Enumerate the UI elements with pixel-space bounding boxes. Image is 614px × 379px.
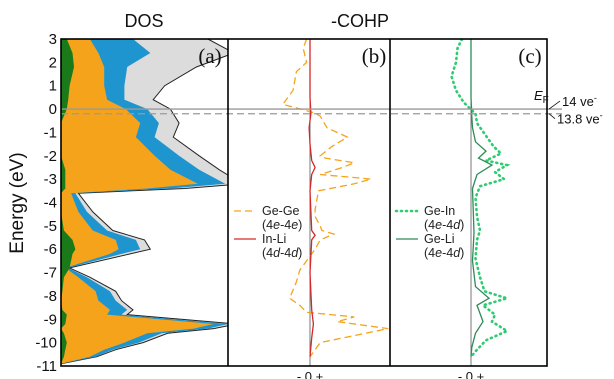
legend-orbitals: (4e-4d): [424, 218, 464, 232]
cohp-line: [450, 39, 512, 358]
cohp-line: [308, 39, 316, 357]
legend-orbitals: (4e-4e): [262, 218, 302, 232]
y-tick-label: -5: [44, 218, 57, 235]
panel-c-cohp: [450, 39, 512, 366]
fermi-level-label: EF: [534, 88, 549, 106]
electron-count-label: 13.8 ve-: [557, 111, 603, 127]
y-tick-label: 1: [49, 78, 57, 95]
y-tick-label: -11: [36, 358, 57, 375]
legend-name: In-Li: [262, 232, 286, 246]
y-tick-label: -8: [44, 288, 57, 305]
cohp-header: -COHP: [331, 11, 389, 31]
electron-count-label: 14 ve-: [562, 93, 597, 109]
fermi-sub: F: [543, 95, 549, 106]
y-tick-label: -9: [44, 311, 57, 328]
y-tick-label: -6: [44, 241, 57, 258]
legend-panel-c: Ge-In(4e-4d)Ge-Li(4e-4d): [394, 204, 464, 260]
y-tick-label: 3: [49, 31, 57, 48]
x-tick-text-b: - 0 +: [297, 369, 323, 379]
cohp-line: [470, 39, 494, 357]
x-tick-text-c: - 0 +: [458, 369, 484, 379]
y-axis-label: Energy (eV): [7, 152, 28, 253]
y-tick-labels: 3 2 1 0 -1 -2 -3 -4 -5 -6 -7 -8 -9 -10 -11: [35, 31, 65, 375]
panel-label-a: (a): [198, 44, 221, 68]
legend-orbitals: (4e-4d): [424, 246, 464, 260]
y-tick-label: -4: [44, 195, 57, 212]
dos-header: DOS: [124, 11, 163, 31]
annotation-pointer: [548, 113, 556, 120]
annotation-pointer: [548, 100, 561, 110]
dos-area: [61, 39, 76, 364]
svg-text:EF: EF: [534, 88, 549, 106]
legend-name: Ge-Li: [424, 232, 455, 246]
reference-lines: [61, 108, 562, 115]
legend-orbitals: (4d-4d): [262, 246, 302, 260]
fermi-main: E: [534, 88, 543, 103]
y-tick-label: 0: [49, 101, 57, 118]
panel-label-b: (b): [362, 44, 387, 68]
dos-area: [61, 39, 214, 364]
legend-panel-b: Ge-Ge(4e-4e)In-Li(4d-4d): [234, 204, 302, 260]
panel-b-cohp: [281, 39, 389, 366]
y-tick-label: -7: [44, 265, 57, 282]
panel-a-dos: [61, 39, 228, 365]
cohp-line: [281, 39, 389, 358]
y-tick-label: -10: [35, 335, 57, 352]
legend-name: Ge-Ge: [262, 204, 300, 218]
electron-count-annotations: 14 ve- 13.8 ve-: [548, 93, 603, 127]
y-tick-label: -3: [44, 171, 57, 188]
y-tick-label: 2: [49, 54, 57, 71]
plot-frame: [60, 38, 548, 367]
y-tick-label: -1: [44, 124, 57, 141]
panel-label-c: (c): [518, 44, 541, 68]
y-tick-label: -2: [44, 148, 57, 165]
legend-name: Ge-In: [424, 204, 455, 218]
